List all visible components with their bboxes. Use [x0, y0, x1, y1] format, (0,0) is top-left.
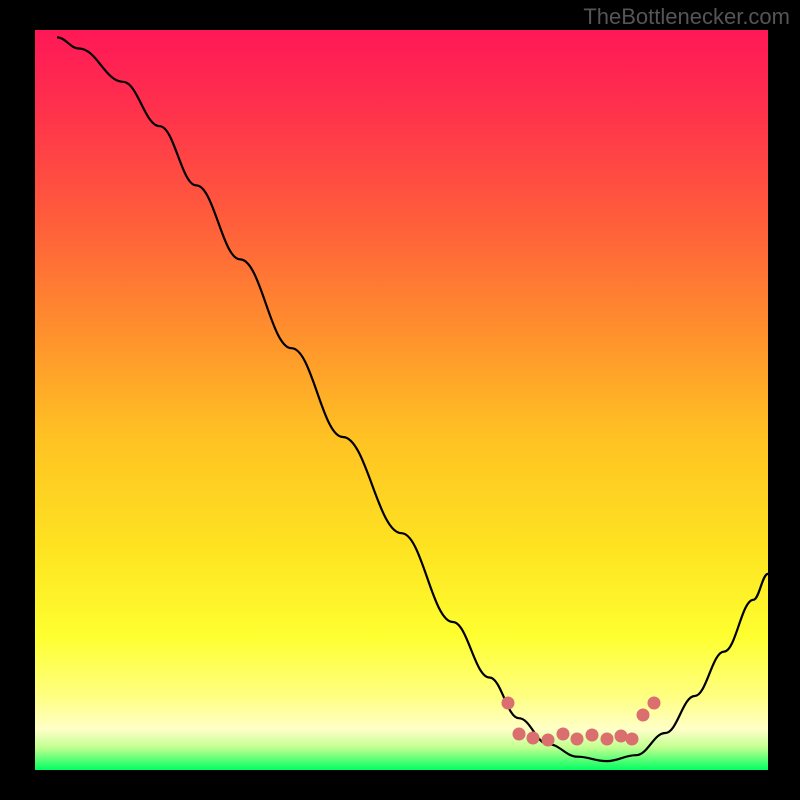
highlight-dot: [542, 734, 555, 747]
highlight-dot: [501, 697, 514, 710]
highlight-dot: [648, 697, 661, 710]
highlight-dot: [626, 732, 639, 745]
highlight-dot: [600, 732, 613, 745]
highlight-dots-container: [35, 30, 768, 770]
watermark-text: TheBottlenecker.com: [583, 4, 790, 30]
highlight-dot: [527, 732, 540, 745]
highlight-dot: [637, 708, 650, 721]
plot-area: [35, 30, 768, 770]
highlight-dot: [512, 728, 525, 741]
highlight-dot: [571, 732, 584, 745]
highlight-dot: [556, 728, 569, 741]
highlight-dot: [586, 729, 599, 742]
